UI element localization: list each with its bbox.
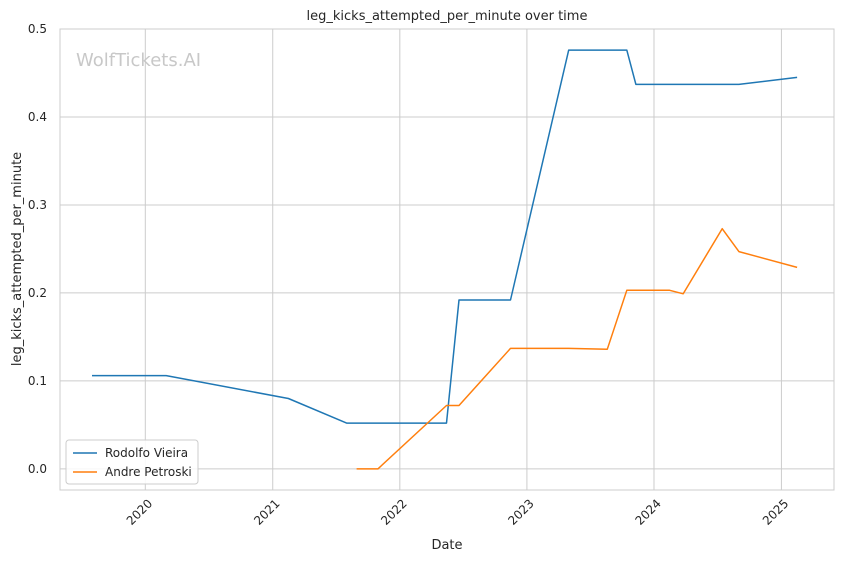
- series-line-rodolfo-vieira: [92, 49, 798, 424]
- watermark: WolfTickets.AI: [76, 50, 201, 71]
- x-tick-label: 2021: [251, 496, 282, 527]
- y-tick-label: 0.2: [28, 286, 47, 300]
- legend-label-rodolfo-vieira: Rodolfo Vieira: [105, 446, 188, 460]
- series-layer: [92, 49, 798, 470]
- y-tick-label: 0.4: [28, 110, 47, 124]
- series-line-andre-petroski: [356, 227, 798, 470]
- x-tick-label: 2023: [505, 496, 536, 527]
- y-tick-label: 0.0: [28, 462, 47, 476]
- x-tick-label: 2022: [378, 496, 409, 527]
- y-tick-label: 0.5: [28, 22, 47, 36]
- grid: [60, 28, 834, 490]
- legend-box: [65, 439, 199, 485]
- x-axis-label: Date: [431, 538, 462, 553]
- x-tick-label: 2024: [632, 496, 663, 527]
- legend-label-andre-petroski: Andre Petroski: [105, 465, 192, 479]
- x-tick-label: 2020: [124, 496, 155, 527]
- x-axis-ticks: 2020 2021 2022 2023 2024 2025: [124, 496, 792, 527]
- y-axis-ticks: 0.0 0.1 0.2 0.3 0.4 0.5: [28, 22, 47, 476]
- y-tick-label: 0.3: [28, 198, 47, 212]
- legend: Rodolfo Vieira Andre Petroski: [65, 439, 199, 485]
- y-axis-label: leg_kicks_attempted_per_minute: [10, 152, 25, 366]
- x-tick-label: 2025: [760, 496, 791, 527]
- chart-title: leg_kicks_attempted_per_minute over time: [307, 9, 588, 24]
- y-tick-label: 0.1: [28, 374, 47, 388]
